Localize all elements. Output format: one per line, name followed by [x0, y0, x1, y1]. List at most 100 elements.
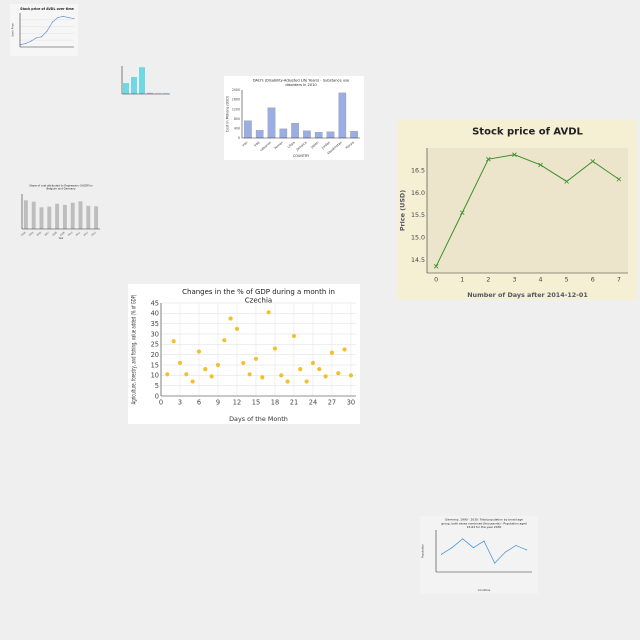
- c2-svg: [121, 66, 170, 95]
- chart-title: 15-64 for the year 2030: [467, 525, 502, 529]
- data-point: [51, 21, 53, 23]
- data-point: [228, 316, 233, 321]
- data-point: [24, 43, 26, 45]
- data-point: [73, 18, 75, 20]
- y-tick-label: 20: [151, 351, 159, 359]
- chart-title: Share of cost attributed to Depression (…: [29, 183, 93, 187]
- bar: [291, 122, 299, 139]
- x-tick-label: 15: [252, 399, 260, 407]
- x-tick-label: Jordan: [320, 140, 331, 150]
- x-tick-label: Jamaica: [295, 140, 308, 152]
- x-tick-label: 1: [460, 276, 464, 283]
- data-point: [68, 17, 70, 19]
- data-point: [203, 367, 208, 372]
- x-tick-label: 9: [216, 399, 220, 407]
- data-point: [241, 360, 246, 366]
- data-point: [46, 30, 48, 32]
- x-tick-label: 2009: [59, 231, 66, 237]
- x-tick-label: 6: [591, 276, 595, 283]
- data-point: [486, 156, 491, 162]
- chart-title: Stock price of AVDL over time: [20, 7, 74, 11]
- chart-title: Belgium and Germany: [46, 187, 76, 191]
- x-tick-label: Lebanon: [259, 140, 272, 152]
- bar: [31, 201, 36, 229]
- data-point: [590, 159, 596, 164]
- data-point: [329, 350, 335, 355]
- x-axis-label: Countries: [478, 588, 491, 592]
- data-point: [298, 367, 303, 372]
- bar: [350, 131, 358, 139]
- data-point: [472, 547, 474, 549]
- x-tick-label: 5: [565, 276, 569, 283]
- bar: [255, 130, 264, 139]
- bar: [131, 76, 137, 94]
- data-point: [616, 176, 622, 182]
- data-point: [234, 326, 240, 331]
- data-point: [336, 371, 341, 376]
- c6-svg: Changes in the % of GDP during a month i…: [129, 288, 356, 423]
- bar: [78, 201, 83, 229]
- y-tick-label: 15.5: [411, 212, 425, 219]
- data-point: [266, 310, 271, 315]
- series-line: [435, 154, 620, 267]
- data-point: [526, 549, 528, 551]
- data-point: [285, 379, 290, 384]
- x-tick-label: 2005: [28, 231, 35, 237]
- y-tick-label: 45: [151, 299, 159, 307]
- y-axis-label: Agriculture, forestry, and fishing, valu…: [129, 295, 137, 405]
- series-line: [441, 538, 527, 564]
- data-point: [177, 360, 183, 366]
- x-tick-label: Iran: [241, 140, 248, 147]
- x-axis-label: Year: [58, 237, 63, 240]
- data-point: [462, 538, 464, 540]
- y-tick-label: 14.5: [411, 257, 425, 264]
- chart-title: Czechia: [245, 297, 272, 305]
- data-point: [222, 338, 227, 343]
- bar: [62, 204, 67, 229]
- x-axis-label: Number of Days after 2014-12-01: [467, 291, 588, 299]
- bar: [147, 92, 153, 94]
- data-point: [310, 360, 316, 366]
- x-tick-label: 2004: [20, 231, 27, 237]
- y-axis-label: Stock Price: [11, 23, 14, 37]
- data-point: [504, 551, 506, 553]
- x-tick-label: 2012: [83, 231, 90, 237]
- data-point: [494, 562, 496, 564]
- x-tick-label: Kenya: [345, 140, 355, 149]
- data-point: [440, 553, 442, 555]
- chart-title: Stock price of AVDL: [472, 127, 583, 138]
- x-tick-label: Libya: [287, 140, 296, 149]
- stock-price-avdl-chart: Stock price of AVDL 14.5 15.0 15.5 16.0 16.5 0…: [397, 120, 637, 300]
- data-point: [62, 15, 64, 17]
- data-point: [35, 37, 37, 39]
- y-tick-label: 0: [155, 392, 159, 400]
- y-tick-label: 10: [151, 372, 159, 380]
- bar: [86, 205, 91, 229]
- x-tick-label: Yemen: [273, 140, 284, 150]
- series-line: [19, 16, 75, 46]
- x-tick-label: 2007: [44, 231, 51, 237]
- c4-svg: Stock price of AVDL 14.5 15.0 15.5 16.0 16.5 0…: [398, 127, 628, 299]
- data-point: [247, 372, 252, 377]
- x-tick-label: 27: [328, 399, 336, 407]
- stock-avdl-small-chart: Stock price of AVDL over time Stock Price: [10, 4, 78, 56]
- germany-population-line-chart: Germany, 1990 - 2030: Total population b…: [420, 516, 538, 594]
- x-tick-label: 7: [617, 276, 621, 283]
- x-tick-label: 4: [539, 276, 543, 283]
- data-point: [538, 162, 543, 168]
- data-point: [196, 349, 202, 354]
- x-tick-label: 3: [178, 399, 182, 407]
- data-point: [304, 379, 309, 384]
- x-tick-label: 0: [434, 276, 438, 283]
- c1-svg: Stock price of AVDL over time Stock Price: [11, 7, 75, 48]
- y-axis-label: Population: [421, 544, 425, 558]
- data-point: [515, 544, 517, 546]
- x-tick-label: 2013: [91, 231, 98, 237]
- chart-title: DALYs (Disability-Adjusted Life Years) -…: [253, 79, 350, 83]
- bar: [47, 206, 52, 229]
- y-tick-label: 1200: [232, 107, 240, 111]
- chart-title: disorders in 2010: [285, 83, 317, 87]
- data-point: [253, 356, 259, 361]
- x-tick-label: 2: [486, 276, 490, 283]
- data-point: [209, 374, 214, 379]
